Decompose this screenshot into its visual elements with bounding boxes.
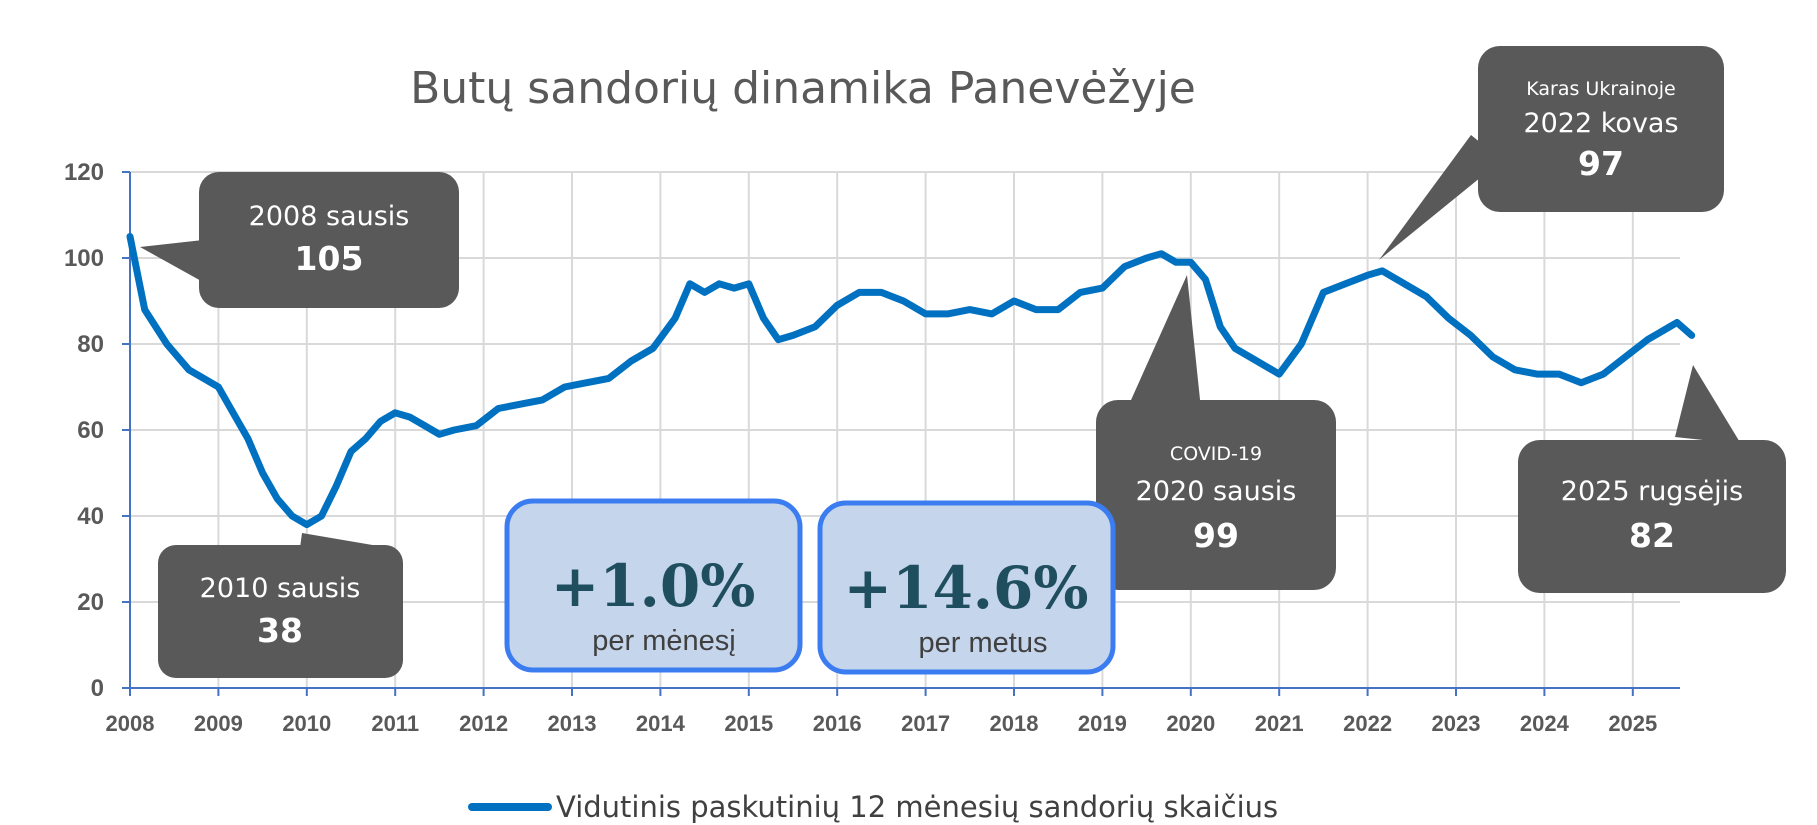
stat-box-monthly: +1.0% per mėnesį: [504, 498, 803, 673]
callout-label: 2020 sausis: [1136, 476, 1297, 507]
x-tick-label: 2015: [724, 711, 773, 736]
callout-2008-sausis: 2008 sausis 105: [140, 172, 459, 308]
x-tick-label: 2025: [1608, 711, 1657, 736]
x-tick-label: 2019: [1078, 711, 1127, 736]
x-tick-label: 2009: [194, 711, 243, 736]
y-tick-label: 120: [64, 159, 104, 186]
callout-box: [158, 545, 403, 678]
callout-value: 99: [1193, 516, 1239, 555]
stat-value: +1.0%: [551, 552, 756, 620]
x-tick-label: 2011: [371, 711, 419, 736]
callout-2025-rugsejis: 2025 rugsėjis 82: [1518, 365, 1786, 593]
callout-pointer: [1127, 275, 1201, 409]
x-tick-label: 2010: [282, 711, 331, 736]
stat-box-yearly: +14.6% per metus: [817, 500, 1116, 675]
callout-pointer: [1675, 365, 1741, 444]
chart-title: Butų sandorių dinamika Panevėžyje: [410, 63, 1196, 114]
callout-label: 2010 sausis: [200, 573, 361, 604]
stat-value: +14.6%: [844, 554, 1089, 622]
callout-value: 82: [1629, 516, 1675, 555]
y-tick-label: 100: [64, 245, 104, 272]
y-tick-label: 60: [77, 417, 104, 444]
callout-pointer: [140, 240, 203, 282]
x-tick-label: 2022: [1343, 711, 1392, 736]
y-tick-label: 20: [77, 589, 104, 616]
callout-2010-sausis: 2010 sausis 38: [158, 533, 403, 678]
callout-pointer: [300, 533, 390, 548]
callout-label: 2022 kovas: [1523, 108, 1678, 139]
x-tick-label: 2016: [813, 711, 862, 736]
x-tick-label: 2008: [106, 711, 155, 736]
x-tick-label: 2017: [901, 711, 950, 736]
callout-karas-ukrainoje: Karas Ukrainoje 2022 kovas 97: [1379, 46, 1724, 260]
x-tick-label: 2013: [548, 711, 597, 736]
x-tick-label: 2021: [1255, 711, 1304, 736]
callout-label: 2008 sausis: [249, 201, 410, 232]
legend: Vidutinis paskutinių 12 mėnesių sandorių…: [468, 790, 1278, 824]
stat-box-frame: [817, 500, 1116, 675]
stat-box-frame: [504, 498, 803, 673]
x-axis-ticks: 2008 2009 2010 2011 2012 2013 2014 2015 2016 2017…: [106, 688, 1657, 736]
callout-label: 2025 rugsėjis: [1561, 476, 1743, 507]
x-tick-label: 2020: [1166, 711, 1215, 736]
stat-label: per mėnesį: [592, 625, 735, 657]
callout-value: 105: [295, 239, 364, 278]
callout-covid-19: COVID-19 2020 sausis 99: [1096, 275, 1336, 590]
callout-small-label: COVID-19: [1170, 443, 1262, 465]
x-tick-label: 2023: [1432, 711, 1481, 736]
x-tick-label: 2018: [990, 711, 1039, 736]
callout-pointer: [1379, 135, 1502, 260]
x-tick-label: 2012: [459, 711, 508, 736]
y-tick-label: 80: [77, 331, 104, 358]
y-axis-ticks: 0 20 40 60 80 100 120: [64, 159, 130, 702]
legend-label: Vidutinis paskutinių 12 mėnesių sandorių…: [556, 790, 1278, 824]
callout-value: 38: [257, 611, 303, 650]
callout-box: [1518, 440, 1786, 593]
series-line: [126, 233, 1696, 529]
x-tick-label: 2014: [636, 711, 686, 736]
y-tick-label: 40: [77, 503, 104, 530]
y-tick-label: 0: [91, 675, 104, 702]
callout-small-label: Karas Ukrainoje: [1526, 78, 1675, 100]
callout-box: [1096, 400, 1336, 590]
callout-box: [1478, 46, 1724, 212]
stat-label: per metus: [919, 627, 1048, 659]
callout-value: 97: [1578, 144, 1624, 183]
callout-box: [199, 172, 459, 308]
x-tick-label: 2024: [1520, 711, 1570, 736]
